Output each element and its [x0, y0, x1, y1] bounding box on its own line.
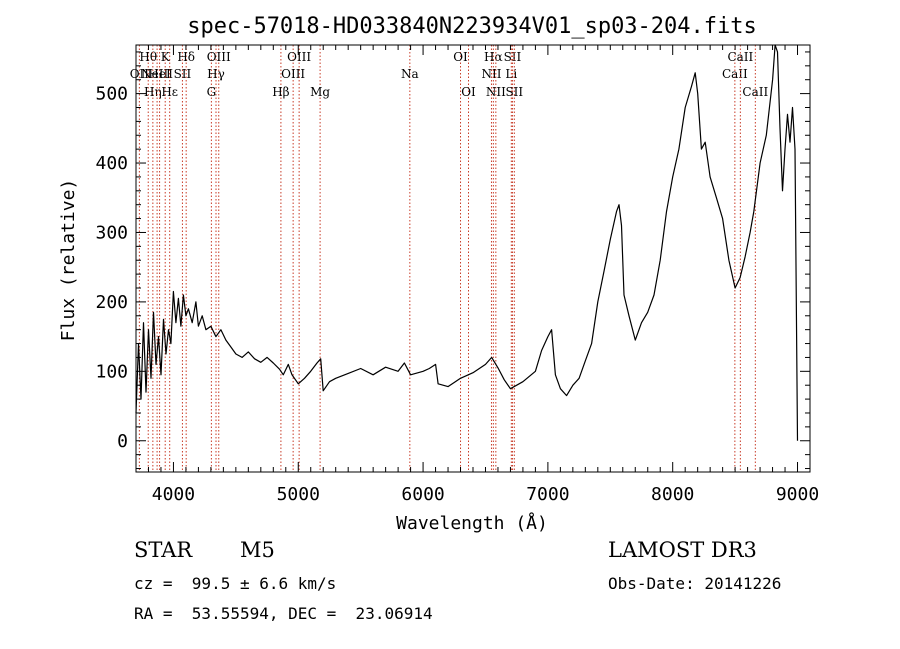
spectral-subclass: M5 — [240, 538, 275, 562]
marker-label: CaII — [727, 50, 753, 64]
marker-label: Hδ — [177, 50, 195, 64]
x-tick-label: 7000 — [526, 484, 569, 505]
y-axis-label: Flux (relative) — [58, 179, 79, 342]
marker-label: Hα — [484, 50, 503, 64]
chart-title: spec-57018-HD033840N223934V01_sp03-204.f… — [187, 14, 757, 39]
marker-label: Mg — [310, 85, 330, 99]
x-tick-label: 8000 — [651, 484, 694, 505]
marker-label: NII — [486, 85, 506, 99]
coordinates: RA = 53.55594, DEC = 23.06914 — [134, 604, 433, 623]
marker-label: Li — [505, 67, 517, 81]
marker-label: HeI — [148, 67, 171, 81]
marker-label: OII — [130, 67, 150, 81]
marker-label: OIII — [207, 50, 231, 64]
redshift-text: cz = 99.5 ± 6.6 km/s — [134, 574, 337, 593]
series-group — [135, 44, 799, 441]
x-axis: 4000 5000 6000 7000 8000 9000 — [135, 45, 819, 505]
marker-label: CaII — [742, 85, 768, 99]
y-tick-label: 500 — [95, 84, 128, 105]
x-axis-label: Wavelength (Å) — [396, 512, 548, 534]
survey-name: LAMOST DR3 — [608, 538, 757, 562]
obs-date: Obs-Date: 20141226 — [608, 574, 782, 593]
marker-label: SII — [504, 50, 522, 64]
marker-label: CaII — [722, 67, 748, 81]
marker-label: OIII — [287, 50, 311, 64]
series-line — [135, 44, 799, 441]
marker-label: Hε — [161, 85, 178, 99]
marker-label: Hγ — [207, 67, 225, 81]
marker-label: G — [207, 85, 217, 99]
x-tick-label: 4000 — [152, 484, 195, 505]
y-tick-label: 200 — [95, 292, 128, 313]
x-tick-label: 6000 — [401, 484, 444, 505]
object-class: STAR — [134, 538, 193, 562]
marker-label: Hη — [144, 85, 162, 99]
y-tick-label: 300 — [95, 222, 128, 243]
marker-label: Na — [401, 67, 419, 81]
marker-label: Hθ — [139, 50, 157, 64]
y-tick-label: 100 — [95, 361, 128, 382]
marker-label: SII — [505, 85, 523, 99]
marker-label: Hβ — [272, 85, 289, 99]
plot-frame — [135, 44, 811, 473]
marker-label: OI — [453, 50, 468, 64]
spectrum-chart: spec-57018-HD033840N223934V01_sp03-204.f… — [58, 14, 819, 534]
marker-label: OI — [461, 85, 476, 99]
x-tick-label: 9000 — [776, 484, 819, 505]
marker-label: OIII — [281, 67, 305, 81]
y-tick-label: 0 — [117, 431, 128, 452]
marker-label: K — [161, 50, 171, 64]
y-tick-label: 400 — [95, 153, 128, 174]
line-markers: OIIHθHηNeIIIHeIKHεSIIHδGHγOIIIHβOIIIOIII… — [130, 45, 768, 472]
y-axis: 0 100 200 300 400 500 — [95, 51, 810, 470]
marker-label: SII — [174, 67, 192, 81]
x-tick-label: 5000 — [277, 484, 320, 505]
marker-label: NII — [481, 67, 501, 81]
